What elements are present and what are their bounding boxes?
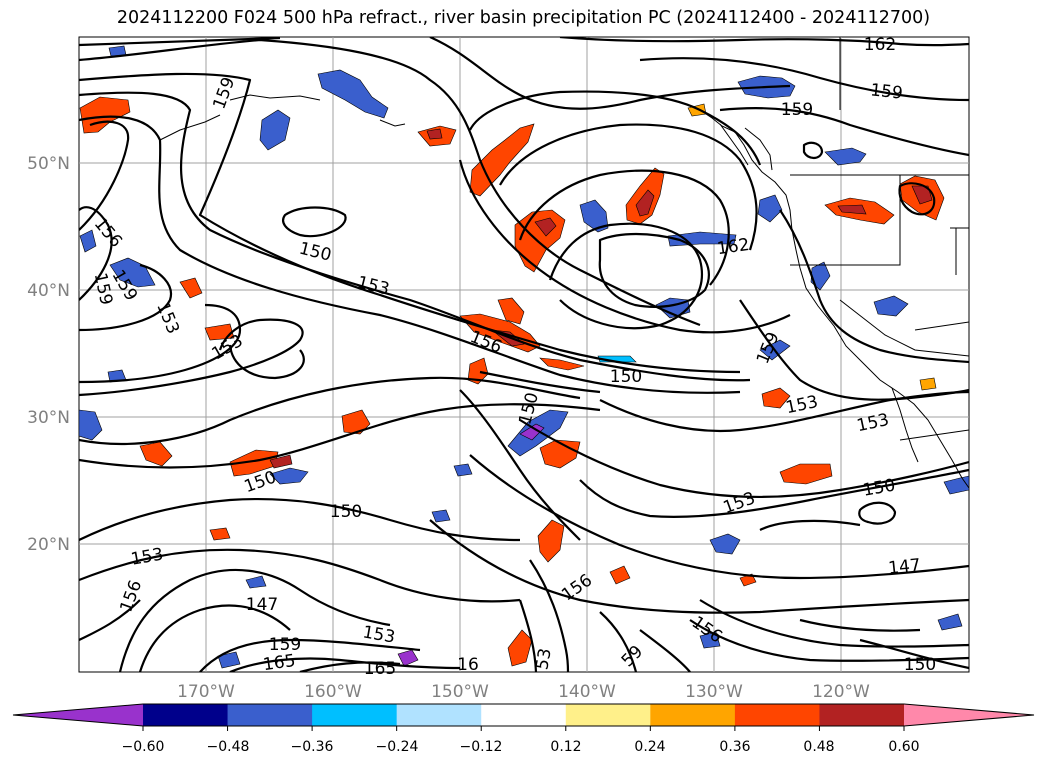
precip-patch (467, 357, 489, 385)
colorbar-segment (143, 704, 229, 726)
precip-patch (810, 261, 831, 291)
precip-patch (635, 189, 655, 217)
precip-patch (79, 409, 103, 441)
precip-patch (317, 69, 389, 119)
contour-label: 147 (246, 595, 278, 615)
map-panel (78, 36, 970, 673)
precip-patch (537, 519, 565, 563)
precip-patch (837, 204, 867, 215)
precip-patch (269, 454, 293, 469)
colorbar-tick-label: −0.24 (376, 739, 419, 755)
precip-patch (79, 229, 97, 253)
gridlines (79, 37, 969, 672)
precip-patch (179, 277, 203, 299)
contour-label: 150 (610, 367, 642, 387)
precip-patch (507, 629, 533, 667)
precip-patch (919, 377, 937, 391)
lon-tick-label: 150°W (431, 682, 489, 702)
colorbar-tick-label: −0.36 (291, 739, 334, 755)
contour-label: 53 (532, 647, 555, 672)
contour-label: 16 (457, 655, 479, 675)
colorbar-tick-label: −0.12 (460, 739, 503, 755)
lon-tick-label: 120°W (812, 682, 870, 702)
precip-patch (539, 357, 585, 371)
colorbar-segment (312, 704, 398, 726)
precip-patch (217, 651, 241, 669)
lon-tick-label: 160°W (304, 682, 362, 702)
colorbar-tick-label: −0.48 (207, 739, 250, 755)
colorbar-extend-low (13, 704, 143, 726)
colorbar-segment (650, 704, 736, 726)
lon-tick-label: 130°W (685, 682, 743, 702)
colorbar-tick-labels: −0.60 −0.48 −0.36 −0.24 −0.12 0.12 0.24 … (122, 739, 920, 755)
colorbar-segment (819, 704, 905, 726)
contour-lines (79, 37, 969, 672)
precip-patch (259, 109, 291, 151)
contour-label: 162 (716, 235, 751, 259)
colorbar: −0.60 −0.48 −0.36 −0.24 −0.12 0.12 0.24 … (12, 703, 1035, 755)
precip-patch (579, 199, 609, 233)
colorbar-tick-label: 0.12 (550, 739, 581, 755)
precip-patch (397, 649, 419, 667)
precip-patch (109, 257, 156, 288)
colorbar-tick-label: 0.48 (803, 739, 834, 755)
contour-label: 165 (262, 651, 297, 675)
precip-patch (269, 467, 309, 485)
precip-patch (757, 194, 783, 223)
precip-patch (824, 147, 867, 166)
colorbar-extend-high (904, 704, 1034, 726)
colorbar-tick-label: 0.36 (719, 739, 750, 755)
precip-patch (534, 217, 557, 237)
precip-patch (245, 575, 267, 589)
contour-label: 165 (364, 659, 396, 679)
contour-label: 147 (887, 555, 921, 578)
colorbar-segment (396, 704, 482, 726)
coastlines (159, 37, 969, 489)
precip-patch (139, 441, 173, 467)
contour-label: 150 (904, 655, 936, 675)
longitude-labels: 170°W 160°W 150°W 140°W 130°W 120°W (177, 682, 870, 702)
colorbar-segment (734, 704, 820, 726)
colorbar-tick-label: −0.60 (122, 739, 165, 755)
contour-label: 150 (330, 502, 362, 522)
precip-patch (761, 387, 791, 409)
contour-label: 159 (781, 100, 813, 120)
precip-patch (709, 533, 741, 555)
precip-patch (609, 565, 631, 585)
contour-label: 159 (269, 635, 301, 655)
colorbar-segments (13, 704, 1034, 726)
lat-tick-label: 40°N (27, 281, 70, 301)
chart-title: 2024112200 F024 500 hPa refract., river … (116, 8, 931, 28)
precip-patches (79, 45, 969, 669)
contour-label: 159 (869, 80, 903, 103)
precip-patch (779, 463, 833, 485)
precip-patch (209, 527, 231, 541)
precip-patch (431, 509, 451, 523)
precip-patch (469, 123, 535, 197)
precip-patch (873, 295, 909, 317)
colorbar-tick-label: 0.24 (634, 739, 665, 755)
precip-patch (426, 128, 443, 140)
lat-tick-label: 30°N (27, 408, 70, 428)
lon-tick-label: 170°W (177, 682, 235, 702)
precip-patch (937, 613, 963, 631)
lon-tick-label: 140°W (558, 682, 616, 702)
colorbar-tick-label: 0.60 (888, 739, 919, 755)
colorbar-segment (481, 704, 567, 726)
precip-patch (943, 475, 969, 495)
precip-patch (497, 297, 525, 325)
colorbar-ticks (142, 726, 905, 731)
colorbar-segment (565, 704, 651, 726)
contour-label: 162 (864, 35, 896, 55)
lat-tick-label: 20°N (27, 535, 70, 555)
latitude-labels: 50°N 40°N 30°N 20°N (27, 154, 70, 555)
lat-tick-label: 50°N (27, 154, 70, 174)
precip-patch (453, 463, 473, 477)
colorbar-segment (227, 704, 313, 726)
